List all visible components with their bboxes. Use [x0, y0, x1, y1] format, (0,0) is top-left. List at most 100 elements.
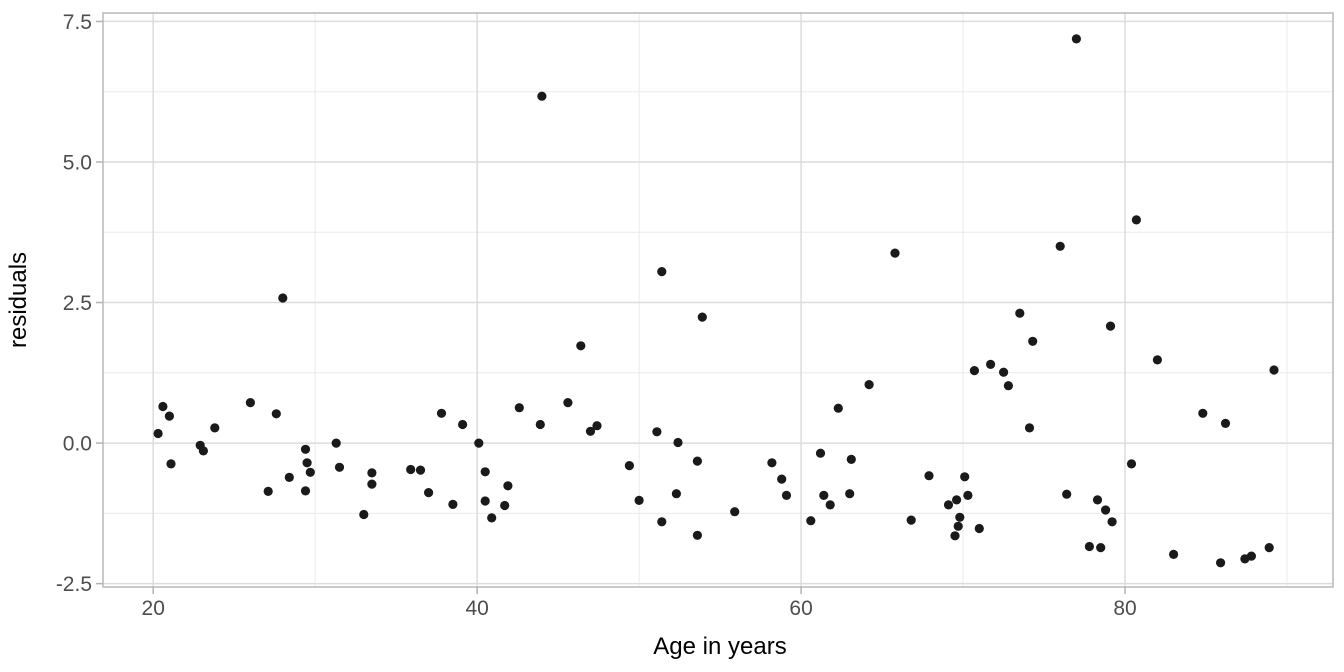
- data-point: [815, 448, 826, 458]
- data-point: [474, 438, 484, 448]
- data-point: [153, 428, 163, 439]
- data-point: [331, 438, 341, 448]
- data-point: [503, 481, 513, 491]
- data-point: [1264, 543, 1274, 553]
- data-point: [955, 512, 965, 522]
- data-point: [458, 419, 468, 430]
- data-point: [367, 479, 377, 489]
- data-point: [825, 500, 835, 510]
- data-point: [943, 500, 954, 510]
- y-tick-label: 5.0: [63, 151, 92, 174]
- data-point: [781, 490, 792, 500]
- x-axis-title: Age in years: [653, 633, 786, 660]
- data-point: [730, 507, 740, 517]
- data-point: [1071, 34, 1081, 44]
- data-point: [906, 515, 916, 525]
- y-tick-label: -2.5: [56, 573, 92, 596]
- y-tick-label: 0.0: [63, 433, 92, 456]
- x-tick-label: 80: [1113, 597, 1136, 620]
- data-point: [697, 312, 707, 322]
- data-point: [367, 468, 377, 478]
- data-point: [576, 341, 586, 351]
- data-point: [198, 446, 208, 456]
- data-point: [406, 464, 416, 475]
- data-point: [302, 458, 312, 468]
- data-point: [158, 401, 168, 412]
- data-point: [1269, 365, 1279, 375]
- x-tick-label: 40: [465, 597, 488, 620]
- data-point: [300, 444, 311, 454]
- data-point: [819, 490, 829, 500]
- data-point: [535, 419, 545, 430]
- data-point: [657, 267, 667, 277]
- data-point: [1131, 215, 1141, 225]
- data-point: [1084, 541, 1094, 552]
- data-point: [634, 495, 644, 505]
- y-tick-label: 2.5: [63, 292, 92, 315]
- data-point: [953, 521, 963, 531]
- data-point: [448, 499, 458, 509]
- data-point: [210, 423, 220, 433]
- data-point: [1024, 423, 1035, 433]
- data-point: [245, 398, 255, 408]
- y-axis-title: residuals: [5, 252, 32, 348]
- data-point: [1062, 489, 1072, 499]
- data-point: [845, 489, 855, 499]
- x-tick-label: 20: [142, 597, 165, 620]
- data-point: [767, 458, 777, 468]
- x-axis-tick-labels: 20 40 60 80: [142, 597, 1137, 620]
- data-point: [974, 523, 984, 534]
- data-point: [424, 488, 434, 498]
- data-point: [833, 403, 843, 413]
- y-axis-tick-labels: 7.5 5.0 2.5 0.0 -2.5: [56, 11, 92, 596]
- data-point: [1216, 558, 1226, 568]
- data-point: [1107, 517, 1117, 527]
- data-point: [537, 91, 547, 101]
- data-point: [1003, 381, 1014, 391]
- data-point: [1246, 551, 1256, 561]
- data-point: [278, 293, 288, 303]
- data-point: [300, 486, 311, 496]
- data-point: [334, 462, 345, 472]
- data-point: [924, 471, 934, 481]
- data-point: [487, 513, 497, 523]
- data-point: [500, 500, 510, 511]
- grid-major-lines: [103, 13, 1333, 587]
- data-point: [592, 421, 602, 431]
- axis-tick-marks: [96, 20, 1126, 594]
- data-point: [1055, 241, 1065, 251]
- data-point: [1096, 543, 1106, 553]
- y-tick-label: 7.5: [63, 11, 92, 34]
- data-points-layer: [153, 34, 1279, 568]
- data-point: [692, 530, 703, 540]
- data-point: [692, 456, 703, 466]
- data-point: [960, 472, 970, 482]
- data-point: [777, 474, 787, 484]
- data-point: [999, 367, 1009, 377]
- data-point: [585, 426, 596, 436]
- data-point: [359, 509, 369, 520]
- data-point: [624, 461, 635, 471]
- data-point: [846, 454, 856, 464]
- data-point: [1198, 408, 1208, 418]
- data-point: [415, 465, 426, 475]
- data-point: [806, 516, 816, 526]
- data-point: [305, 467, 315, 477]
- data-point: [284, 472, 294, 482]
- data-point: [271, 409, 281, 419]
- data-point: [986, 359, 996, 369]
- data-point: [963, 490, 973, 500]
- data-point: [671, 489, 682, 499]
- data-point: [950, 531, 960, 541]
- data-point: [969, 366, 980, 376]
- data-point: [673, 437, 683, 448]
- grid-minor-lines: [103, 13, 1333, 587]
- data-point: [1105, 321, 1116, 331]
- data-point: [1101, 505, 1111, 515]
- data-point: [1092, 495, 1103, 505]
- data-point: [890, 248, 900, 258]
- panel-border: [102, 12, 1334, 588]
- data-point: [1028, 336, 1038, 346]
- data-point: [164, 411, 174, 421]
